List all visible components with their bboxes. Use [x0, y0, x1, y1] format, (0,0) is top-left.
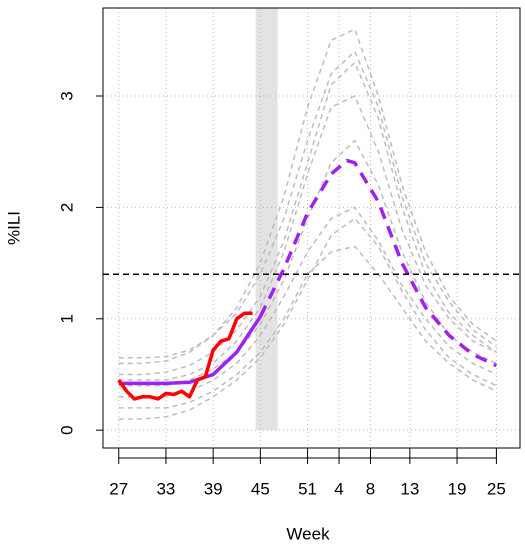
series-line [118, 315, 262, 386]
series-line [118, 217, 497, 420]
series-line [118, 50, 497, 359]
x-tick-label: 13 [400, 479, 419, 498]
y-axis-label: %ILI [4, 211, 23, 245]
x-tick-label: 51 [298, 479, 317, 498]
shade-band [255, 8, 278, 431]
y-tick-label: 2 [57, 203, 76, 212]
series-line [118, 95, 497, 381]
x-tick-label: 33 [156, 479, 175, 498]
y-tick-label: 0 [57, 425, 76, 434]
x-tick-label: 45 [251, 479, 270, 498]
x-axis-label: Week [286, 524, 330, 543]
series-line [118, 61, 497, 376]
x-tick-label: 25 [487, 479, 506, 498]
x-tick-label: 19 [448, 479, 467, 498]
x-tick-label: 39 [204, 479, 223, 498]
series-line [118, 28, 497, 365]
x-tick-label: 8 [366, 479, 375, 498]
y-tick-label: 1 [57, 314, 76, 323]
plot-frame [102, 7, 521, 449]
x-tick-label: 27 [109, 479, 128, 498]
y-tick-label: 3 [57, 91, 76, 100]
series-line [258, 158, 498, 368]
series-line [117, 311, 253, 401]
x-tick-label: 4 [334, 479, 343, 498]
series-line [118, 245, 497, 409]
